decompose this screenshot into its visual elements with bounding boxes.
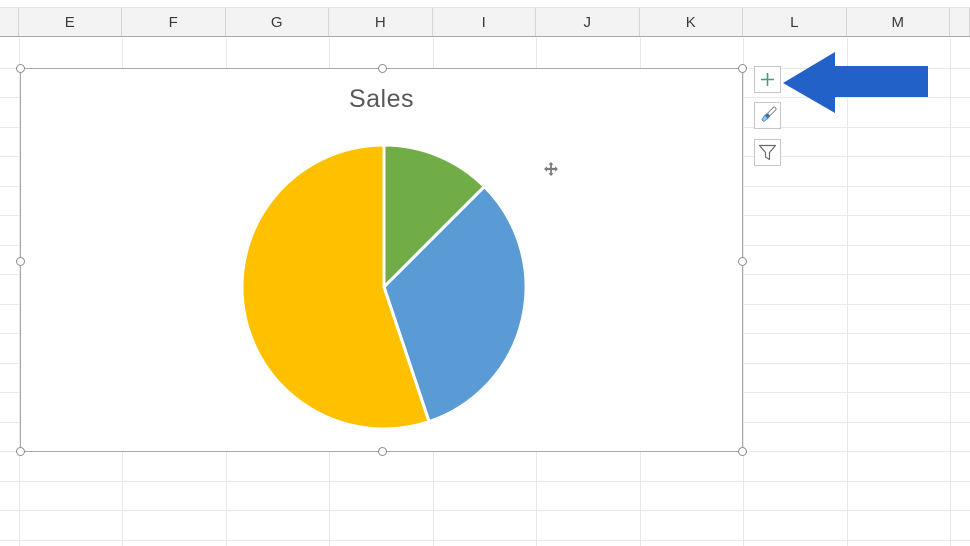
column-header-F[interactable]: F bbox=[122, 8, 226, 36]
column-header-G[interactable]: G bbox=[226, 8, 329, 36]
column-header-E[interactable]: E bbox=[19, 8, 122, 36]
pie-slice-blue[interactable] bbox=[382, 185, 528, 424]
pie-slice-green[interactable] bbox=[382, 143, 486, 289]
gridline-horizontal bbox=[0, 539, 970, 541]
gridline-vertical bbox=[846, 38, 848, 546]
gridline-vertical bbox=[950, 38, 951, 546]
gridline-horizontal bbox=[0, 480, 970, 482]
chart-resize-handle-sw[interactable] bbox=[16, 447, 25, 456]
chart-resize-handle-n[interactable] bbox=[378, 64, 387, 73]
chart-resize-handle-nw[interactable] bbox=[16, 64, 25, 73]
gridline-horizontal bbox=[0, 510, 970, 511]
column-header-partial bbox=[950, 8, 970, 36]
gridline-vertical bbox=[743, 38, 744, 546]
annotation-arrow bbox=[783, 52, 928, 113]
plus-icon bbox=[761, 73, 774, 86]
chart-title[interactable]: Sales bbox=[348, 85, 415, 113]
column-header-J[interactable]: J bbox=[536, 8, 640, 36]
chart-styles-button[interactable] bbox=[754, 102, 781, 129]
chart-filters-button[interactable] bbox=[754, 139, 781, 166]
pie-chart[interactable] bbox=[21, 69, 744, 453]
move-cursor-icon bbox=[544, 162, 558, 176]
chart-resize-handle-e[interactable] bbox=[738, 257, 747, 266]
pie-slice-yellow[interactable] bbox=[240, 143, 431, 431]
column-header-L[interactable]: L bbox=[743, 8, 847, 36]
column-header-partial bbox=[0, 8, 19, 36]
column-header-M[interactable]: M bbox=[847, 8, 950, 36]
worksheet-top-edge bbox=[0, 0, 970, 8]
column-header-K[interactable]: K bbox=[640, 8, 743, 36]
chart-resize-handle-s[interactable] bbox=[378, 447, 387, 456]
funnel-icon bbox=[758, 144, 777, 161]
chart-resize-handle-se[interactable] bbox=[738, 447, 747, 456]
chart-resize-handle-ne[interactable] bbox=[738, 64, 747, 73]
paintbrush-icon bbox=[761, 106, 777, 122]
column-header-I[interactable]: I bbox=[433, 8, 536, 36]
chart-resize-handle-w[interactable] bbox=[16, 257, 25, 266]
column-header-H[interactable]: H bbox=[329, 8, 433, 36]
chart-elements-button[interactable] bbox=[754, 66, 781, 93]
chart-object[interactable]: Sales bbox=[16, 64, 747, 456]
gridline-vertical bbox=[18, 38, 20, 546]
